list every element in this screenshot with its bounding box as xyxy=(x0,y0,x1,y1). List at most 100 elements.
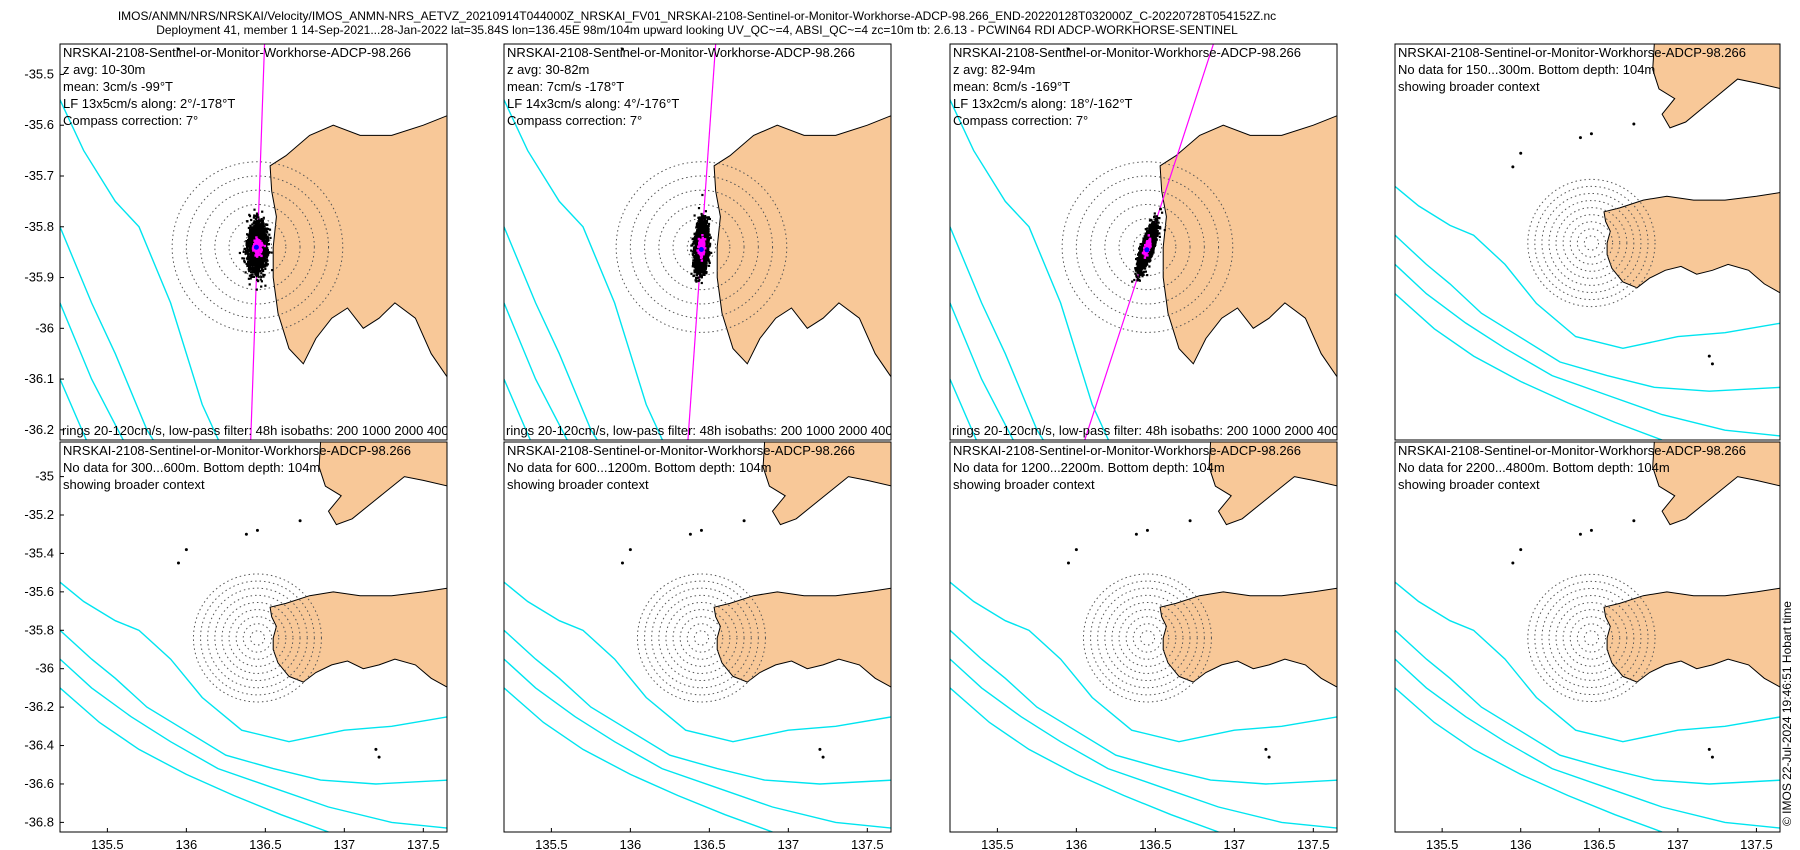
scatter-point xyxy=(702,227,705,230)
scatter-point xyxy=(699,221,702,224)
scatter-point xyxy=(251,265,254,268)
lowpass-point xyxy=(698,240,701,243)
scatter-point xyxy=(698,230,701,234)
scatter-point xyxy=(261,269,264,272)
scatter-point xyxy=(244,271,247,274)
scatter-point xyxy=(264,223,267,226)
scatter-point xyxy=(265,240,268,243)
scatter-point xyxy=(257,226,260,229)
lowpass-point xyxy=(704,247,707,250)
scatter-point xyxy=(261,222,265,225)
scatter-point xyxy=(243,247,246,251)
scatter-point xyxy=(705,228,708,231)
scatter-point xyxy=(260,285,263,288)
scatter-point xyxy=(266,235,269,238)
scatter-point xyxy=(250,251,253,254)
scatter-point xyxy=(266,236,269,240)
scatter-point xyxy=(247,260,250,263)
scatter-point xyxy=(266,239,270,242)
scatter-point xyxy=(254,222,257,225)
scatter-point xyxy=(693,271,696,274)
scatter-point xyxy=(253,233,257,236)
scatter-point xyxy=(262,275,265,278)
scatter-point xyxy=(259,226,262,229)
scatter-point xyxy=(251,232,254,235)
scatter-point xyxy=(256,273,260,276)
scatter-point xyxy=(248,215,252,218)
scatter-point xyxy=(255,220,258,223)
isobath-2 xyxy=(60,226,155,440)
scatter-point xyxy=(258,266,261,269)
scatter-point xyxy=(701,269,704,272)
scatter-point xyxy=(268,228,272,231)
scatter-point xyxy=(248,244,251,247)
scatter-point xyxy=(263,239,266,242)
scatter-point xyxy=(261,227,264,231)
scatter-point xyxy=(257,216,260,219)
scatter-point xyxy=(250,257,254,260)
scatter-point xyxy=(696,232,699,235)
islet-7 xyxy=(378,560,381,563)
lowpass-point xyxy=(256,249,259,252)
velocity-ring-4 xyxy=(644,189,759,305)
scatter-point xyxy=(252,236,255,239)
scatter-point xyxy=(250,230,253,233)
scatter-point xyxy=(705,242,708,245)
lowpass-point xyxy=(701,242,704,245)
scatter-point xyxy=(690,272,693,275)
scatter-point xyxy=(251,266,254,269)
scatter-point xyxy=(260,275,263,278)
scatter-point xyxy=(697,236,700,239)
scatter-point xyxy=(260,280,263,283)
scatter-point xyxy=(695,252,698,255)
scatter-point xyxy=(256,268,259,271)
scatter-point xyxy=(700,216,703,219)
scatter-point xyxy=(691,250,694,253)
scatter-point xyxy=(699,236,702,239)
scatter-point xyxy=(260,272,263,275)
lowpass-point xyxy=(261,243,264,246)
scatter-point xyxy=(261,257,264,260)
scatter-point xyxy=(703,217,706,220)
scatter-point xyxy=(248,256,251,259)
scatter-point xyxy=(699,275,702,278)
scatter-point xyxy=(694,250,697,253)
scatter-point xyxy=(243,260,246,263)
scatter-point xyxy=(701,215,705,218)
scatter-point xyxy=(263,252,266,256)
scatter-point xyxy=(257,219,260,222)
scatter-point xyxy=(263,232,266,235)
scatter-point xyxy=(255,275,258,278)
kangaroo-island xyxy=(269,115,447,378)
scatter-point xyxy=(700,263,703,266)
scatter-point xyxy=(696,247,699,250)
scatter-point xyxy=(253,271,256,274)
scatter-point xyxy=(707,227,710,230)
scatter-point xyxy=(266,247,269,250)
scatter-point xyxy=(246,220,249,223)
islet-2 xyxy=(1066,47,1070,51)
velocity-ring-6 xyxy=(171,161,344,333)
scatter-point xyxy=(699,233,702,236)
scatter-point xyxy=(262,230,266,233)
scatter-point xyxy=(254,269,257,272)
panel-1: NRSKAI-2108-Sentinel-or-Monitor-Workhors… xyxy=(24,43,448,563)
scatter-point xyxy=(248,266,251,269)
scatter-point xyxy=(251,275,254,278)
scatter-point xyxy=(257,275,260,278)
scatter-point xyxy=(254,271,257,274)
isobath-3 xyxy=(504,302,568,440)
scatter-point xyxy=(247,254,250,257)
scatter-point xyxy=(697,227,700,230)
mean-marker xyxy=(253,244,259,250)
velocity-ring-4 xyxy=(200,189,315,305)
isobath-3 xyxy=(950,302,1014,440)
islet-6 xyxy=(374,540,377,543)
scatter-point xyxy=(257,256,260,259)
scatter-point xyxy=(701,232,704,235)
panel-2-annotation-1: NRSKAI-2108-Sentinel-or-Monitor-Workhors… xyxy=(507,45,855,60)
scatter-point xyxy=(701,218,704,221)
scatter-point xyxy=(692,259,695,262)
scatter-point xyxy=(691,253,694,256)
scatter-point xyxy=(693,232,696,235)
